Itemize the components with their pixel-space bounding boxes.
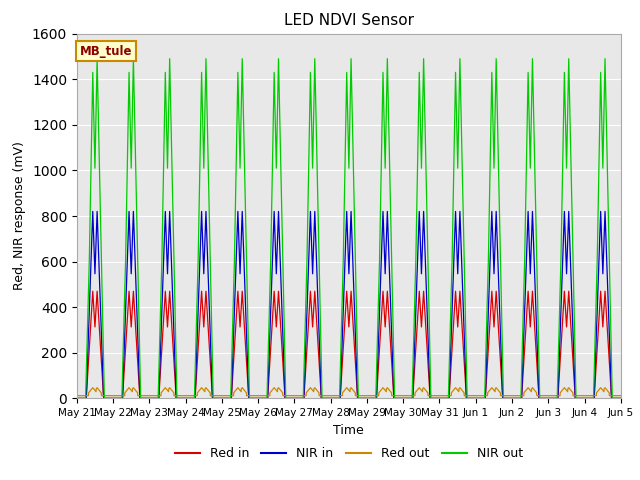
NIR in (135, 370, 143, 375)
NIR out (607, 305, 614, 311)
Red out (607, 393, 614, 398)
Red in (282, 396, 289, 401)
Red out (89, 385, 97, 391)
Red out (135, 393, 143, 398)
Red in (89, 288, 97, 294)
Title: LED NDVI Sensor: LED NDVI Sensor (284, 13, 414, 28)
NIR in (89, 208, 97, 214)
NIR out (168, 133, 175, 139)
NIR out (617, 396, 625, 401)
NIR in (168, 255, 175, 261)
NIR in (305, 245, 313, 251)
NIR in (607, 359, 614, 365)
Red out (168, 387, 175, 393)
Red in (305, 309, 313, 315)
NIR out (548, 396, 556, 401)
NIR out (305, 139, 313, 144)
Line: NIR out: NIR out (77, 59, 621, 398)
Red in (607, 375, 614, 381)
Red out (73, 393, 81, 398)
Y-axis label: Red, NIR response (mV): Red, NIR response (mV) (13, 142, 26, 290)
X-axis label: Time: Time (333, 424, 364, 437)
Line: Red out: Red out (77, 388, 621, 396)
Text: MB_tule: MB_tule (79, 45, 132, 58)
NIR in (617, 396, 625, 401)
Line: Red in: Red in (77, 291, 621, 398)
Red in (548, 396, 556, 401)
NIR in (548, 396, 556, 401)
Red out (305, 386, 313, 392)
NIR out (93, 56, 101, 61)
Line: NIR in: NIR in (77, 211, 621, 398)
Red out (617, 393, 625, 398)
Red in (73, 396, 81, 401)
Legend: Red in, NIR in, Red out, NIR out: Red in, NIR in, Red out, NIR out (170, 442, 528, 465)
Red in (617, 396, 625, 401)
Red out (548, 393, 556, 398)
NIR in (282, 396, 289, 401)
Red out (282, 393, 289, 398)
NIR in (73, 396, 81, 401)
Red in (168, 315, 175, 321)
NIR out (282, 390, 289, 396)
NIR out (73, 396, 81, 401)
NIR out (135, 322, 143, 327)
Red in (135, 381, 143, 386)
